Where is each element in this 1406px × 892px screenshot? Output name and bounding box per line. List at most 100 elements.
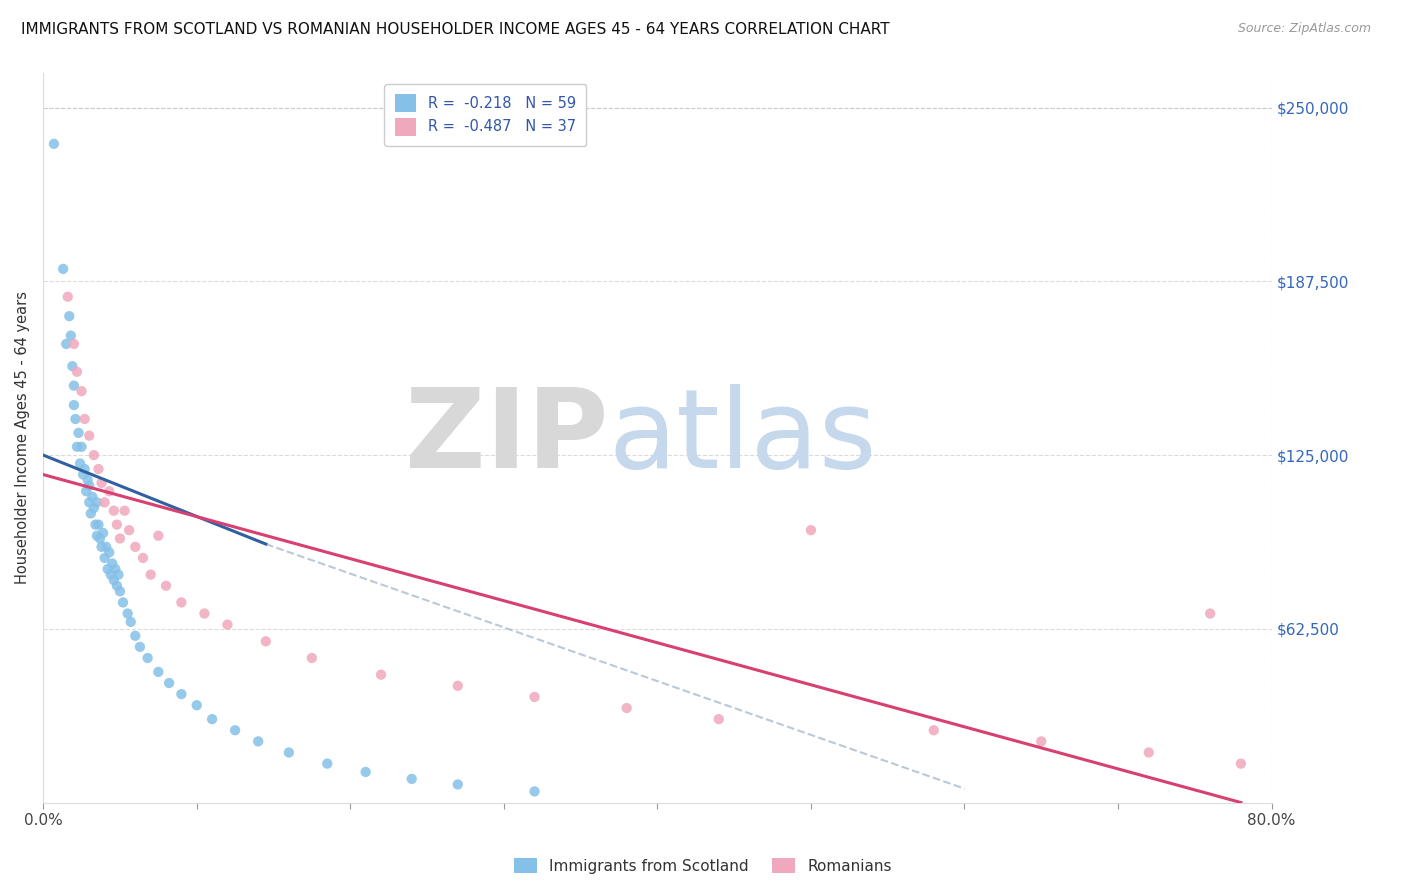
Point bbox=[447, 777, 470, 791]
Point bbox=[66, 440, 89, 454]
Point bbox=[108, 584, 131, 599]
Point bbox=[77, 428, 100, 442]
Point bbox=[73, 462, 96, 476]
Point bbox=[707, 712, 730, 726]
Point bbox=[193, 607, 215, 621]
Point bbox=[86, 529, 108, 543]
Point bbox=[354, 764, 377, 779]
Point bbox=[616, 701, 638, 715]
Point bbox=[129, 640, 152, 654]
Point bbox=[139, 567, 162, 582]
Point bbox=[170, 595, 193, 609]
Point bbox=[105, 579, 128, 593]
Text: IMMIGRANTS FROM SCOTLAND VS ROMANIAN HOUSEHOLDER INCOME AGES 45 - 64 YEARS CORRE: IMMIGRANTS FROM SCOTLAND VS ROMANIAN HOU… bbox=[21, 22, 890, 37]
Point bbox=[105, 517, 128, 532]
Point bbox=[63, 378, 86, 392]
Point bbox=[77, 478, 100, 492]
Point bbox=[117, 607, 139, 621]
Point bbox=[70, 440, 93, 454]
Point bbox=[247, 734, 270, 748]
Point bbox=[69, 457, 91, 471]
Point bbox=[136, 651, 159, 665]
Point bbox=[63, 398, 86, 412]
Point bbox=[55, 337, 77, 351]
Point bbox=[124, 540, 146, 554]
Point bbox=[65, 412, 87, 426]
Point bbox=[56, 290, 79, 304]
Point bbox=[112, 595, 135, 609]
Point bbox=[93, 495, 115, 509]
Point bbox=[80, 507, 103, 521]
Point bbox=[277, 746, 299, 760]
Text: atlas: atlas bbox=[609, 384, 877, 491]
Point bbox=[82, 490, 104, 504]
Point bbox=[103, 504, 125, 518]
Point bbox=[60, 359, 83, 374]
Point bbox=[148, 529, 170, 543]
Point bbox=[73, 412, 96, 426]
Point bbox=[523, 690, 546, 704]
Point bbox=[254, 634, 277, 648]
Point bbox=[72, 467, 94, 482]
Legend: R =  -0.218   N = 59, R =  -0.487   N = 37: R = -0.218 N = 59, R = -0.487 N = 37 bbox=[384, 84, 586, 145]
Point bbox=[201, 712, 224, 726]
Point bbox=[1199, 607, 1222, 621]
Point bbox=[101, 557, 124, 571]
Point bbox=[523, 784, 546, 798]
Point bbox=[98, 484, 121, 499]
Point bbox=[370, 667, 392, 681]
Point bbox=[87, 517, 110, 532]
Point bbox=[1230, 756, 1253, 771]
Y-axis label: Householder Income Ages 45 - 64 years: Householder Income Ages 45 - 64 years bbox=[15, 292, 30, 584]
Point bbox=[800, 523, 823, 537]
Text: ZIP: ZIP bbox=[405, 384, 609, 491]
Point bbox=[1031, 734, 1053, 748]
Point bbox=[170, 687, 193, 701]
Point bbox=[301, 651, 323, 665]
Point bbox=[118, 523, 141, 537]
Point bbox=[89, 532, 111, 546]
Point bbox=[83, 500, 105, 515]
Point bbox=[59, 328, 82, 343]
Point bbox=[1137, 746, 1160, 760]
Point bbox=[124, 629, 146, 643]
Point bbox=[94, 540, 117, 554]
Point bbox=[86, 495, 108, 509]
Point bbox=[70, 384, 93, 399]
Point bbox=[100, 567, 122, 582]
Point bbox=[155, 579, 177, 593]
Text: Source: ZipAtlas.com: Source: ZipAtlas.com bbox=[1237, 22, 1371, 36]
Point bbox=[97, 562, 120, 576]
Point bbox=[75, 484, 97, 499]
Point bbox=[157, 676, 180, 690]
Point bbox=[83, 448, 105, 462]
Point bbox=[401, 772, 423, 786]
Point bbox=[42, 136, 65, 151]
Point bbox=[224, 723, 246, 738]
Point bbox=[93, 551, 115, 566]
Point bbox=[90, 475, 112, 490]
Point bbox=[132, 551, 155, 566]
Point bbox=[77, 495, 100, 509]
Point bbox=[120, 615, 142, 629]
Point bbox=[103, 573, 125, 587]
Point bbox=[217, 617, 239, 632]
Point bbox=[447, 679, 470, 693]
Legend: Immigrants from Scotland, Romanians: Immigrants from Scotland, Romanians bbox=[508, 852, 898, 880]
Point bbox=[104, 562, 127, 576]
Point bbox=[108, 532, 131, 546]
Point bbox=[52, 261, 75, 276]
Point bbox=[98, 545, 121, 559]
Point bbox=[114, 504, 136, 518]
Point bbox=[58, 309, 80, 323]
Point bbox=[186, 698, 208, 713]
Point bbox=[84, 517, 107, 532]
Point bbox=[76, 473, 98, 487]
Point bbox=[67, 425, 90, 440]
Point bbox=[107, 567, 129, 582]
Point bbox=[148, 665, 170, 679]
Point bbox=[316, 756, 339, 771]
Point bbox=[91, 525, 114, 540]
Point bbox=[87, 462, 110, 476]
Point bbox=[922, 723, 945, 738]
